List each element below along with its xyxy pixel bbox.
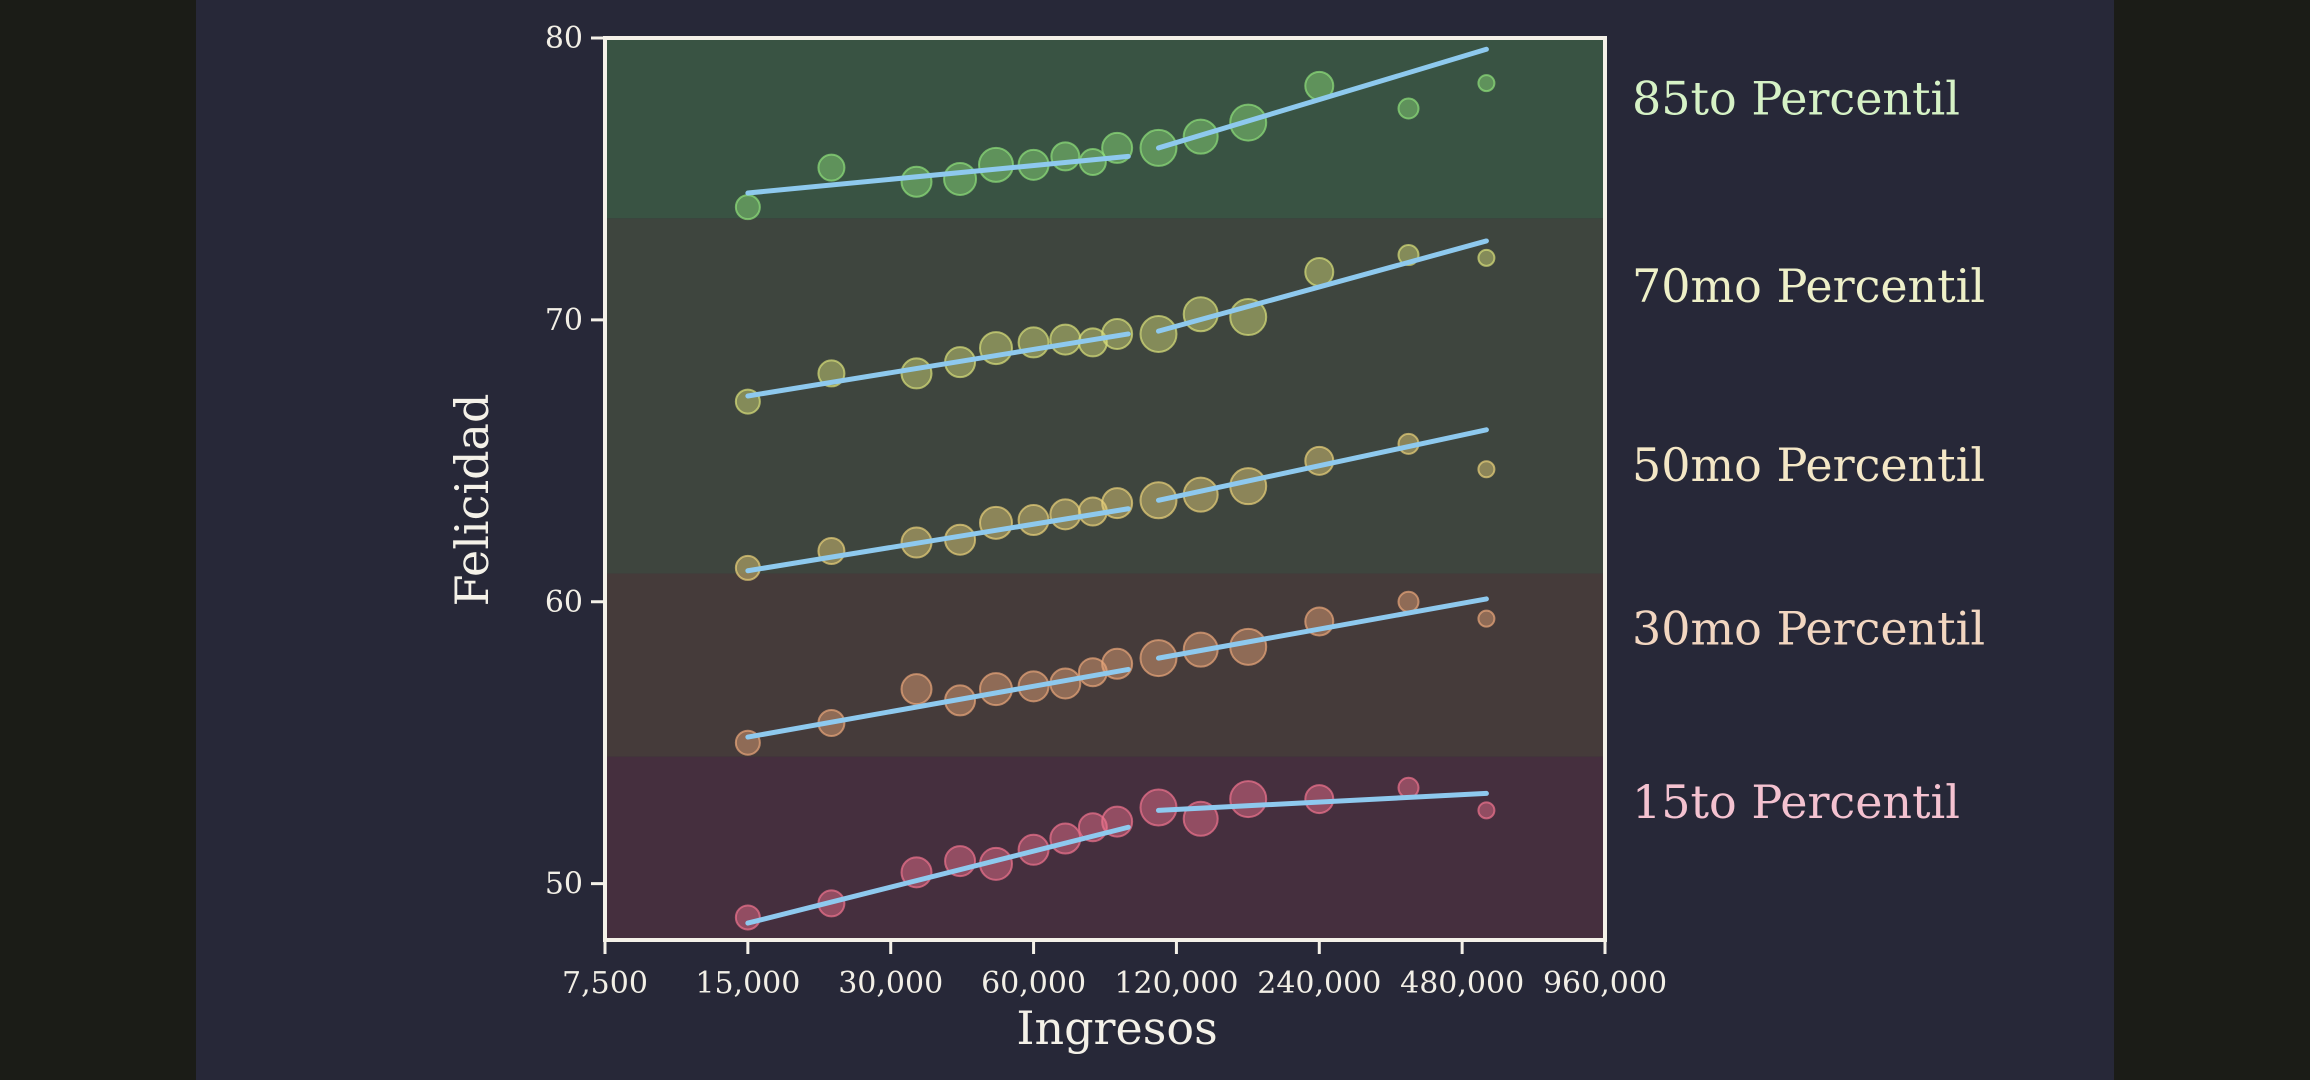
fit-line (1155, 238, 1489, 334)
series-labels: 85to Percentil 70mo Percentil 50mo Percent… (1632, 72, 1985, 829)
fit-line (1155, 46, 1489, 151)
data-point (900, 165, 933, 198)
x-axis-ticks: 7,500 15,000 30,000 60,000 120,000 240,000 480… (562, 940, 1667, 1001)
series-label: 15to Percentil (1632, 775, 1960, 829)
x-tick-label: 60,000 (981, 966, 1086, 1001)
x-tick-label: 15,000 (695, 966, 800, 1001)
series-label: 30mo Percentil (1632, 602, 1985, 656)
data-point (977, 146, 1014, 183)
data-point (817, 153, 846, 182)
x-tick-label: 960,000 (1543, 966, 1667, 1001)
y-axis-ticks: 50 60 70 80 (545, 21, 605, 902)
data-point (1139, 314, 1178, 353)
x-axis-title: Ingresos (1016, 1001, 1217, 1055)
data-point (1050, 141, 1081, 172)
data-point (1477, 74, 1496, 93)
x-tick-label: 30,000 (838, 966, 943, 1001)
series-label: 70mo Percentil (1632, 259, 1985, 313)
data-point (734, 194, 761, 221)
data-point (1229, 627, 1268, 666)
x-tick-label: 240,000 (1257, 966, 1381, 1001)
y-axis-title: Felicidad (445, 394, 499, 607)
x-tick-label: 480,000 (1400, 966, 1524, 1001)
x-tick-label: 7,500 (562, 966, 648, 1001)
fit-line (1155, 596, 1489, 661)
fit-line (745, 331, 1131, 399)
series-label: 85to Percentil (1632, 72, 1960, 126)
series-label: 50mo Percentil (1632, 438, 1985, 492)
data-point (1397, 97, 1420, 120)
plot-frame (603, 36, 1607, 942)
data-point (1477, 248, 1496, 267)
data-point (900, 673, 933, 706)
data-point (1477, 609, 1496, 628)
band (605, 756, 1605, 940)
data-point (1229, 780, 1268, 819)
y-tick-label: 70 (545, 303, 583, 338)
data-point (1477, 801, 1496, 820)
plot-border (603, 36, 1607, 942)
data-point (1304, 445, 1335, 476)
data-point (1049, 323, 1082, 356)
fit-line (745, 153, 1131, 196)
y-tick-label: 80 (545, 21, 583, 56)
data-point (1397, 590, 1420, 613)
fit-line (745, 824, 1131, 926)
y-tick-label: 60 (545, 585, 583, 620)
percentile-bands (605, 38, 1605, 940)
y-tick-label: 50 (545, 867, 583, 902)
data-point (943, 161, 978, 196)
data-point (900, 357, 933, 390)
fit-lines (745, 46, 1489, 926)
fit-line (745, 666, 1131, 740)
fit-line (1155, 427, 1489, 503)
data-point (1477, 460, 1496, 479)
data-point (1049, 498, 1082, 531)
data-point (734, 904, 761, 931)
fit-line (1155, 790, 1489, 813)
x-tick-label: 120,000 (1114, 966, 1238, 1001)
fit-line (745, 506, 1131, 574)
